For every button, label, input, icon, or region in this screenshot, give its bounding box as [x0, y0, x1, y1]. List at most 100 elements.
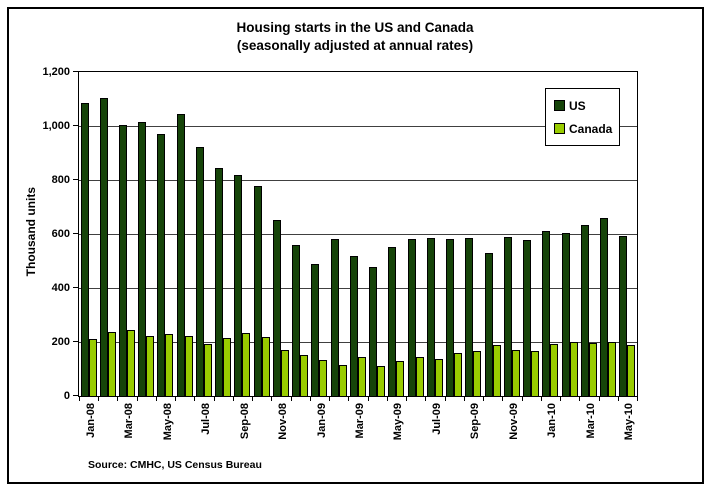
- x-axis-tick: [444, 397, 446, 401]
- x-axis-tick: [617, 397, 619, 401]
- bar-us-Aug-09: [446, 239, 455, 396]
- bar-canada-Feb-08: [107, 332, 116, 396]
- x-axis-tick: [309, 397, 311, 401]
- bar-us-Oct-08: [253, 186, 262, 396]
- bar-canada-Sep-09: [473, 351, 482, 396]
- bar-canada-Apr-09: [377, 366, 386, 396]
- chart-subtitle: (seasonally adjusted at annual rates): [236, 38, 474, 53]
- x-tick-label: Jan-09: [315, 403, 328, 438]
- x-axis-tick: [290, 397, 292, 401]
- bar-us-Sep-09: [465, 238, 474, 396]
- x-axis-tick: [425, 397, 427, 401]
- x-axis-tick: [463, 397, 465, 401]
- x-tick-label: Mar-09: [354, 403, 366, 439]
- bar-canada-Jan-09: [319, 360, 328, 396]
- x-axis-tick: [386, 397, 388, 401]
- y-tick-label: 0: [63, 390, 70, 402]
- x-axis-tick: [252, 397, 254, 401]
- y-axis-tick: [73, 287, 79, 288]
- us-series-swatch: [554, 100, 565, 111]
- bar-canada-Jan-08: [88, 339, 97, 396]
- y-tick-label: 1,000: [42, 120, 70, 132]
- x-tick-label: May-08: [161, 403, 174, 441]
- x-tick-label: Mar-10: [584, 403, 597, 439]
- x-tick-label: Nov-08: [277, 403, 290, 440]
- x-axis-tick: [540, 397, 542, 401]
- bar-us-May-10: [619, 236, 628, 396]
- x-tick-label: May-09: [392, 403, 405, 441]
- bar-us-Mar-08: [118, 125, 127, 396]
- bar-us-Apr-08: [138, 122, 147, 396]
- gridline: [79, 180, 637, 181]
- legend-item-canada: Canada: [554, 121, 613, 136]
- chart-title: Housing starts in the US and Canada: [236, 20, 474, 35]
- x-axis-tick: [637, 397, 638, 401]
- bar-us-Jun-09: [407, 239, 416, 396]
- y-tick-label: 600: [51, 228, 70, 240]
- x-axis-tick: [502, 397, 504, 401]
- x-axis-tick: [406, 397, 408, 401]
- bar-canada-Apr-10: [608, 342, 617, 396]
- legend-item-us: US: [554, 100, 611, 112]
- gridline: [79, 288, 637, 289]
- gridline: [79, 342, 637, 343]
- bar-us-May-08: [157, 134, 166, 396]
- bar-us-Jan-09: [311, 264, 320, 396]
- bar-canada-Mar-10: [588, 343, 597, 396]
- bar-us-Jul-09: [426, 238, 435, 396]
- y-axis-tick: [73, 179, 79, 180]
- y-axis-tick: [73, 71, 79, 72]
- x-axis-tick: [98, 397, 100, 401]
- bar-canada-Jun-08: [184, 336, 193, 396]
- bar-us-Apr-09: [369, 267, 378, 396]
- y-axis-tick: [73, 341, 79, 342]
- bar-us-Apr-10: [600, 218, 609, 396]
- legend: US Canada: [545, 88, 620, 146]
- bar-canada-Nov-09: [511, 350, 520, 396]
- x-axis-tick: [136, 397, 138, 401]
- bar-us-Mar-10: [580, 225, 589, 396]
- x-axis-tick: [194, 397, 196, 401]
- bar-canada-Oct-09: [492, 345, 501, 396]
- canada-series-label: Canada: [569, 121, 613, 136]
- bar-canada-Aug-08: [223, 338, 232, 396]
- x-tick-label: Jan-10: [546, 403, 559, 438]
- bar-canada-Jun-09: [415, 357, 424, 396]
- x-axis-tick: [521, 397, 523, 401]
- y-axis-tick: [73, 395, 79, 396]
- x-axis-tick: [329, 397, 331, 401]
- x-axis-tick: [213, 397, 215, 401]
- bar-us-Nov-09: [503, 237, 512, 396]
- x-axis-tick: [348, 397, 350, 401]
- bar-canada-Mar-08: [126, 330, 135, 396]
- bar-canada-Oct-08: [261, 337, 270, 396]
- x-axis-tick: [598, 397, 600, 401]
- y-axis-tick: [73, 125, 79, 126]
- bar-us-Jan-10: [542, 231, 551, 396]
- bar-canada-Sep-08: [242, 333, 251, 396]
- bar-canada-May-08: [165, 334, 174, 396]
- x-tick-label: Nov-09: [507, 403, 520, 440]
- bar-us-Feb-10: [561, 233, 570, 396]
- gridline: [79, 234, 637, 235]
- bar-us-Nov-08: [272, 220, 281, 396]
- bar-canada-Dec-09: [531, 351, 540, 396]
- bar-us-Jul-08: [195, 147, 204, 396]
- bar-canada-Feb-09: [338, 365, 347, 396]
- x-axis-tick: [271, 397, 273, 401]
- bar-us-Feb-09: [330, 239, 339, 396]
- y-tick-label: 1,200: [42, 66, 70, 78]
- bar-us-Dec-09: [523, 240, 532, 396]
- bar-canada-Jan-10: [550, 344, 559, 396]
- x-tick-label: Jul-08: [200, 403, 213, 435]
- bar-canada-Aug-09: [454, 353, 463, 396]
- x-axis-tick: [367, 397, 369, 401]
- x-tick-label: Jul-09: [430, 403, 443, 435]
- bar-canada-Nov-08: [280, 350, 289, 396]
- gridline: [79, 126, 637, 127]
- x-axis-tick: [483, 397, 485, 401]
- bar-canada-Jul-09: [434, 359, 443, 396]
- canada-series-swatch: [554, 123, 565, 134]
- bar-canada-Apr-08: [146, 336, 155, 396]
- x-axis-tick: [79, 397, 80, 401]
